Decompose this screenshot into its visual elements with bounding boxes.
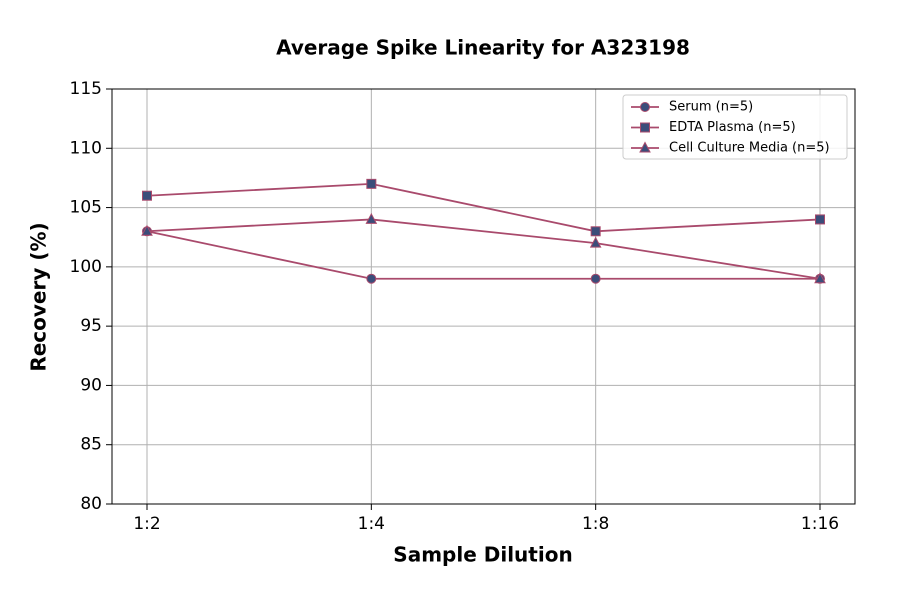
x-tick-label: 1:4 [358, 514, 385, 534]
y-tick-label: 105 [70, 198, 102, 218]
legend-label: Cell Culture Media (n=5) [669, 141, 830, 156]
marker [814, 272, 826, 284]
marker [142, 190, 152, 201]
legend-box [622, 94, 848, 160]
marker [141, 224, 153, 236]
y-tick-label: 80 [80, 494, 102, 514]
series-line [146, 230, 820, 280]
marker [365, 212, 378, 224]
marker [640, 102, 650, 112]
y-tick-label: 95 [80, 316, 102, 336]
y-tick-label: 85 [80, 435, 102, 455]
x-tick-label: 1:16 [801, 514, 839, 534]
y-tick-label: 90 [80, 375, 102, 395]
y-axis-label: Recovery (%) [27, 222, 51, 371]
x-tick-label: 1:2 [133, 514, 160, 534]
x-axis-label: Sample Dilution [393, 543, 572, 567]
y-tick-label: 110 [70, 138, 102, 158]
chart-title: Average Spike Linearity for A323198 [276, 36, 690, 60]
marker [639, 141, 651, 153]
series-line [146, 182, 821, 233]
series-line [146, 218, 821, 280]
marker [366, 273, 377, 284]
y-tick-label: 115 [70, 79, 102, 99]
marker [590, 226, 601, 237]
x-tick-label: 1:8 [582, 514, 609, 534]
plot-frame [111, 88, 856, 505]
legend-label: EDTA Plasma (n=5) [669, 120, 796, 135]
marker [640, 122, 650, 133]
marker [589, 236, 602, 248]
legend-label: Serum (n=5) [669, 100, 753, 115]
marker [590, 273, 601, 284]
marker [815, 214, 825, 225]
marker [366, 178, 377, 189]
y-tick-label: 100 [70, 257, 102, 277]
